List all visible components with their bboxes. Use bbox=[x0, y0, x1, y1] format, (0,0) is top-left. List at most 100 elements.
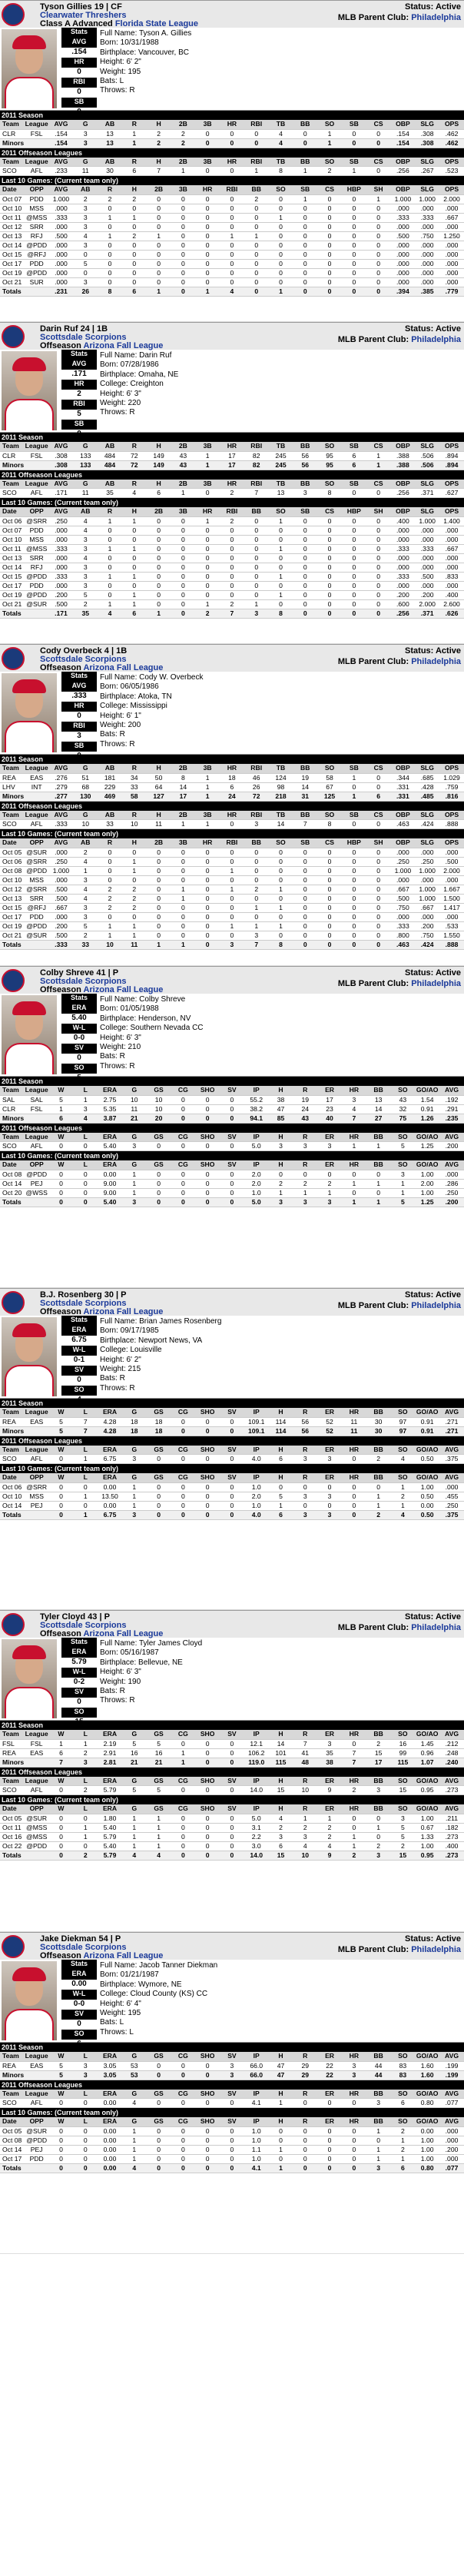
table-cell: 15 bbox=[390, 1785, 416, 1795]
team-name[interactable]: Scottsdale Scorpions bbox=[40, 1943, 127, 1952]
table-header-row: Team League AVG G AB R H 2B 3B HR RBI TB BB SO SB CS OBP… bbox=[0, 764, 464, 774]
league-name[interactable]: Arizona Fall League bbox=[83, 1307, 164, 1316]
table-cell: 0 bbox=[366, 912, 391, 922]
table-cell: .667 bbox=[390, 885, 416, 895]
team-name[interactable]: Scottsdale Scorpions bbox=[40, 333, 127, 342]
table-cell: 0 bbox=[220, 526, 244, 536]
table-cell: 0 bbox=[220, 1501, 244, 1511]
table-cell: 0 bbox=[366, 516, 391, 526]
table-cell: 0 bbox=[146, 204, 171, 214]
table-cell: FSL bbox=[24, 1739, 49, 1749]
table-cell: 0 bbox=[317, 213, 342, 223]
table-cell: @WSS bbox=[24, 1188, 49, 1198]
parent-club-name[interactable]: Philadelphia bbox=[411, 1945, 461, 1954]
table-row: Oct 16 @MSS 0 1 5.79 1 1 0 0 0 2.2 3 3 2 1 0 5 1.33.273 bbox=[0, 1832, 464, 1842]
table-cell: Totals bbox=[0, 1197, 25, 1207]
parent-club-label: MLB Parent Club: bbox=[337, 657, 409, 666]
table-cell: 44 bbox=[366, 2061, 391, 2071]
league-name[interactable]: Arizona Fall League bbox=[83, 341, 164, 350]
column-header: GS bbox=[146, 1160, 171, 1170]
table-cell: 0 bbox=[171, 1104, 196, 1114]
team-name[interactable]: Scottsdale Scorpions bbox=[40, 1299, 127, 1308]
team-name[interactable]: Clearwater Threshers bbox=[40, 11, 127, 20]
column-header: League bbox=[24, 1086, 49, 1096]
quick-stat-label: ERA bbox=[61, 1326, 97, 1336]
table-cell: 0.00 bbox=[98, 2154, 122, 2164]
column-header: AVG bbox=[48, 185, 74, 195]
column-header: SV bbox=[220, 1776, 244, 1786]
table-cell: @MSS bbox=[24, 1832, 49, 1842]
table-cell: 11 bbox=[121, 1104, 147, 1114]
table-cell: 0 bbox=[341, 857, 366, 867]
league-line: Class A Advanced Florida State League bbox=[40, 19, 198, 28]
player-name[interactable]: B.J. Rosenberg bbox=[40, 1290, 102, 1300]
table-cell: 1 bbox=[293, 194, 318, 204]
quick-stat-label: W-L bbox=[61, 1990, 97, 2000]
stats-table: Team League W L ERA G GS CG SHO SV IP H R ER HR BB SO GO/… bbox=[0, 1408, 464, 1436]
table-row: Oct 13 SRR .500 4 2 2 0 1 0 0 0 0 0 0 0 0.500 1.000 1.500 bbox=[0, 894, 464, 904]
league-name[interactable]: Arizona Fall League bbox=[83, 1629, 164, 1638]
table-cell: .000 bbox=[439, 2136, 464, 2146]
player-card: Colby Shreve 41 | P Scottsdale Scorpions O… bbox=[0, 966, 464, 1288]
table-cell: 1 bbox=[121, 544, 147, 554]
table-cell: 0 bbox=[171, 2098, 196, 2108]
table-cell: 50 bbox=[146, 773, 171, 783]
bio-line: Full Name: Brian James Rosenberg bbox=[100, 1317, 222, 1326]
team-name[interactable]: Scottsdale Scorpions bbox=[40, 655, 127, 664]
parent-club-name[interactable]: Philadelphia bbox=[411, 13, 461, 22]
column-header: SLG bbox=[415, 507, 440, 517]
quick-stat-label: SO bbox=[61, 1386, 97, 1396]
column-header: H bbox=[146, 479, 171, 489]
league-line: Offseason Arizona Fall League bbox=[40, 341, 163, 350]
table-cell: 0 bbox=[317, 277, 342, 287]
column-header: H bbox=[268, 2052, 293, 2062]
table-cell: 10 bbox=[73, 819, 98, 829]
table-cell: 1 bbox=[341, 1832, 366, 1842]
table-cell: 0 bbox=[293, 2136, 318, 2146]
column-header: OPS bbox=[439, 764, 464, 774]
table-cell: 0 bbox=[293, 204, 318, 214]
league-name[interactable]: Arizona Fall League bbox=[83, 1951, 164, 1960]
parent-club-name[interactable]: Philadelphia bbox=[411, 1301, 461, 1310]
table-cell: 0 bbox=[171, 1823, 196, 1833]
table-cell: 0 bbox=[48, 1454, 74, 1464]
column-header: AVG bbox=[48, 507, 74, 517]
table-cell: 1 bbox=[268, 544, 293, 554]
player-name[interactable]: Tyler Cloyd bbox=[40, 1612, 86, 1622]
column-header: BB bbox=[366, 2117, 391, 2127]
league-name[interactable]: Arizona Fall League bbox=[83, 663, 164, 672]
league-name[interactable]: Arizona Fall League bbox=[83, 985, 164, 994]
player-name[interactable]: Colby Shreve bbox=[40, 968, 94, 978]
table-cell: 2 bbox=[73, 194, 98, 204]
player-name[interactable]: Darin Ruf bbox=[40, 324, 78, 334]
league-name[interactable]: Florida State League bbox=[114, 19, 199, 28]
column-header: ERA bbox=[98, 1804, 122, 1814]
table-cell: SRR bbox=[24, 553, 49, 563]
parent-club-name[interactable]: Philadelphia bbox=[411, 1623, 461, 1632]
table-cell: 5.0 bbox=[244, 1197, 269, 1207]
table-cell: 0 bbox=[98, 866, 122, 876]
table-cell: 30 bbox=[98, 166, 122, 176]
parent-club-name[interactable]: Philadelphia bbox=[411, 335, 461, 344]
parent-club-name[interactable]: Philadelphia bbox=[411, 979, 461, 988]
table-cell: Oct 19 bbox=[0, 590, 25, 600]
table-cell: 1 bbox=[121, 1170, 147, 1180]
table-row: Oct 19 @PDD .200 5 1 1 0 0 0 1 1 1 0 0 0 0.333.200.533 bbox=[0, 921, 464, 931]
table-cell: Oct 08 bbox=[0, 1170, 25, 1180]
player-name[interactable]: Jake Diekman bbox=[40, 1934, 97, 1944]
table-cell: .000 bbox=[48, 535, 74, 545]
table-cell: 0 bbox=[171, 563, 196, 573]
team-name[interactable]: Scottsdale Scorpions bbox=[40, 977, 127, 986]
table-cell: 56 bbox=[293, 1426, 318, 1436]
table-cell: .000 bbox=[48, 250, 74, 260]
table-cell: 5 bbox=[48, 1426, 74, 1436]
column-header: SV bbox=[220, 2117, 244, 2127]
player-name[interactable]: Cody Overbeck bbox=[40, 646, 102, 656]
column-header: H bbox=[121, 838, 147, 848]
table-cell: 0 bbox=[73, 1141, 98, 1151]
team-name[interactable]: Scottsdale Scorpions bbox=[40, 1621, 127, 1630]
table-cell: 109.1 bbox=[244, 1426, 269, 1436]
parent-club-name[interactable]: Philadelphia bbox=[411, 657, 461, 666]
player-name[interactable]: Tyson Gillies bbox=[40, 2, 92, 12]
quick-stat-label: ERA bbox=[61, 1648, 97, 1658]
